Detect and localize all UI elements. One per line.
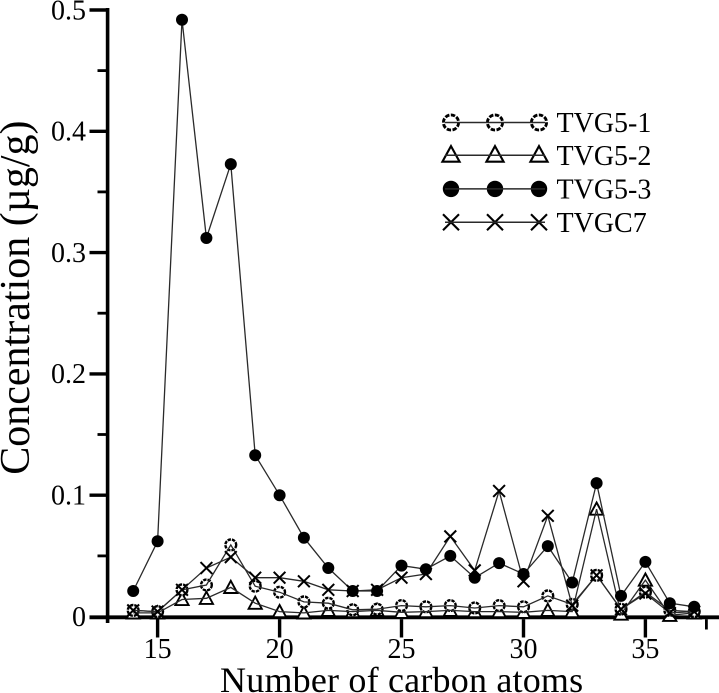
svg-text:0.2: 0.2	[51, 359, 86, 390]
svg-text:30: 30	[510, 634, 538, 665]
svg-text:TVG5-1: TVG5-1	[557, 108, 652, 139]
svg-text:0: 0	[72, 602, 86, 633]
svg-text:0.5: 0.5	[51, 0, 86, 26]
svg-text:Concentration (µg/g): Concentration (µg/g)	[0, 120, 39, 474]
svg-text:TVG5-2: TVG5-2	[557, 141, 652, 172]
svg-text:15: 15	[144, 634, 172, 665]
svg-text:Number of carbon atoms: Number of carbon atoms	[220, 660, 583, 693]
svg-text:0.4: 0.4	[51, 117, 86, 148]
svg-text:35: 35	[631, 634, 659, 665]
svg-text:0.1: 0.1	[51, 481, 86, 512]
svg-text:25: 25	[388, 634, 416, 665]
svg-text:TVG5-3: TVG5-3	[557, 174, 652, 205]
svg-text:TVGC7: TVGC7	[557, 208, 647, 239]
svg-text:0.3: 0.3	[51, 238, 86, 269]
svg-text:20: 20	[266, 634, 294, 665]
